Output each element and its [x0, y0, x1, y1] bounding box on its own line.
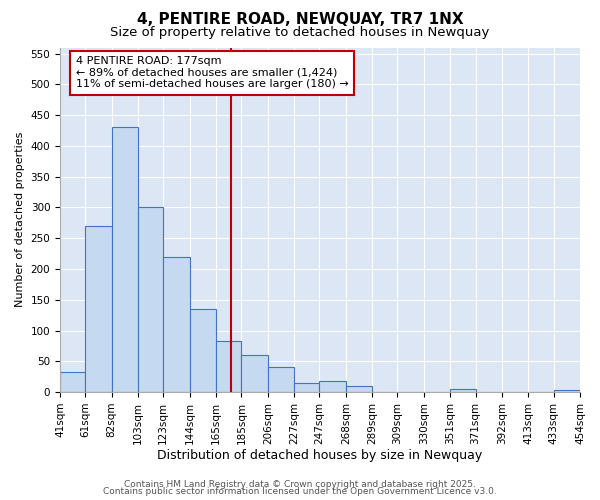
Bar	[294, 383, 319, 392]
Bar	[60, 372, 85, 392]
Y-axis label: Number of detached properties: Number of detached properties	[15, 132, 25, 308]
X-axis label: Distribution of detached houses by size in Newquay: Distribution of detached houses by size …	[157, 450, 482, 462]
Text: Contains HM Land Registry data © Crown copyright and database right 2025.: Contains HM Land Registry data © Crown c…	[124, 480, 476, 489]
Text: Contains public sector information licensed under the Open Government Licence v3: Contains public sector information licen…	[103, 487, 497, 496]
Bar	[268, 368, 294, 392]
Bar	[190, 309, 216, 392]
Text: 4, PENTIRE ROAD, NEWQUAY, TR7 1NX: 4, PENTIRE ROAD, NEWQUAY, TR7 1NX	[137, 12, 463, 28]
Bar	[241, 355, 268, 392]
Text: Size of property relative to detached houses in Newquay: Size of property relative to detached ho…	[110, 26, 490, 39]
Bar	[451, 389, 476, 392]
Bar	[112, 128, 138, 392]
Bar	[216, 341, 241, 392]
Text: 4 PENTIRE ROAD: 177sqm
← 89% of detached houses are smaller (1,424)
11% of semi-: 4 PENTIRE ROAD: 177sqm ← 89% of detached…	[76, 56, 349, 90]
Bar	[346, 386, 372, 392]
Bar	[554, 390, 580, 392]
Bar	[319, 381, 346, 392]
Bar	[163, 256, 190, 392]
Bar	[85, 226, 112, 392]
Bar	[138, 208, 163, 392]
